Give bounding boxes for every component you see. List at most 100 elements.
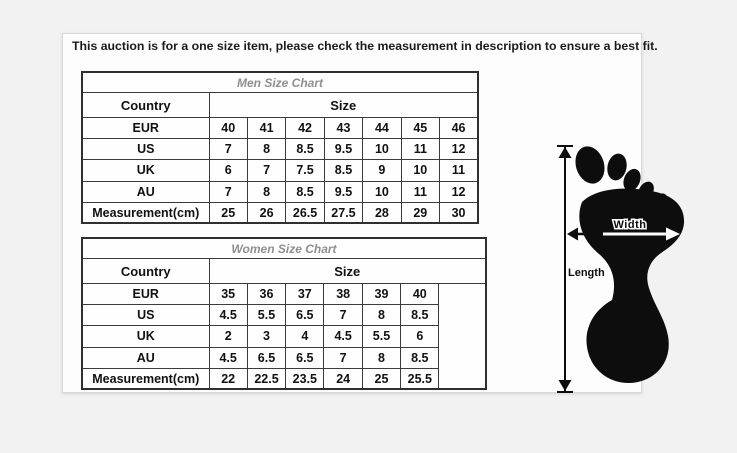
size-value-cell: 22.5 [246, 367, 287, 390]
size-value-cell: 25.5 [400, 367, 440, 390]
row-label: EUR [81, 116, 210, 140]
men-chart-title: Men Size Chart [81, 71, 479, 93]
size-value-cell: 23.5 [285, 367, 325, 390]
size-value-cell: 22 [208, 367, 248, 390]
row-label: UK [81, 159, 210, 182]
size-value-cell: 7 [208, 180, 248, 203]
size-value-cell: 35 [208, 282, 248, 306]
row-label: EUR [81, 282, 210, 306]
size-value-cell: 12 [439, 180, 479, 203]
foot-measurement-diagram: Width Length [557, 145, 685, 393]
women-chart-title: Women Size Chart [81, 237, 487, 259]
table-row: EUR 40 41 42 43 44 45 46 [81, 116, 479, 140]
length-label: Length [568, 267, 605, 279]
size-value-cell: 28 [362, 201, 402, 224]
size-value-cell: 10 [400, 159, 441, 182]
auction-notice-text: This auction is for a one size item, ple… [72, 39, 658, 53]
table-row: UK 2 3 4 4.5 5.5 6 [81, 325, 486, 348]
men-size-header: Size [208, 92, 479, 118]
size-value-cell: 8.5 [400, 304, 440, 327]
table-row: EUR 35 36 37 38 39 40 [81, 282, 487, 390]
table-row: US 7 8 8.5 9.5 10 11 12 [81, 138, 479, 161]
size-value-cell: 5.5 [246, 304, 287, 327]
row-label: US [81, 138, 210, 161]
size-value-cell: 8.5 [285, 138, 325, 161]
size-value-cell: 4.5 [208, 304, 248, 327]
size-value-cell: 11 [439, 159, 479, 182]
men-chart-header-row: Country Size [81, 92, 479, 118]
women-country-header: Country [81, 258, 210, 284]
size-value-cell: 8 [361, 346, 402, 369]
size-value-cell: 4.5 [208, 346, 248, 369]
size-value-cell: 7 [323, 346, 363, 369]
size-value-cell: 6.5 [285, 346, 325, 369]
width-arrow [567, 227, 680, 241]
row-label: AU [81, 346, 210, 369]
size-value-cell: 7 [323, 304, 363, 327]
size-value-cell: 40 [400, 282, 440, 306]
size-value-cell: 11 [400, 138, 441, 161]
size-value-cell: 26 [246, 201, 287, 224]
size-value-cell: 7 [208, 138, 248, 161]
size-value-cell: 6.5 [285, 304, 325, 327]
size-value-cell: 41 [246, 116, 287, 140]
size-value-cell: 9.5 [323, 138, 364, 161]
table-row: Measurement(cm) 25 26 26.5 27.5 28 29 30 [81, 201, 479, 224]
size-value-cell: 8.5 [285, 180, 325, 203]
row-label: US [81, 304, 210, 327]
width-label: Width [614, 219, 647, 231]
size-value-cell: 11 [400, 180, 441, 203]
women-size-chart-table: Women Size Chart Country Size EUR 35 36 37 3… [81, 237, 487, 391]
size-value-cell: 9 [362, 159, 402, 182]
size-value-cell: 8.5 [400, 346, 440, 369]
size-value-cell: 7.5 [285, 159, 325, 182]
size-value-cell: 8 [246, 138, 287, 161]
size-value-cell: 12 [439, 138, 479, 161]
size-value-cell: 6.5 [246, 346, 287, 369]
women-chart-header-row: Country Size [81, 258, 487, 284]
row-label: AU [81, 180, 210, 203]
size-value-cell: 40 [208, 116, 248, 140]
table-row: AU 7 8 8.5 9.5 10 11 12 [81, 180, 479, 203]
women-chart-title-row: Women Size Chart [81, 237, 487, 259]
size-value-cell: 2 [208, 325, 248, 348]
size-value-cell: 6 [400, 325, 440, 348]
row-label: Measurement(cm) [81, 201, 210, 224]
size-value-cell: 36 [246, 282, 287, 306]
size-value-cell: 46 [439, 116, 479, 140]
women-size-header: Size [208, 258, 487, 284]
size-value-cell: 30 [439, 201, 479, 224]
empty-trailing-cell [438, 283, 487, 390]
table-row: US 4.5 5.5 6.5 7 8 8.5 [81, 304, 486, 327]
size-value-cell: 8 [246, 180, 287, 203]
men-size-chart-table: Men Size Chart Country Size EUR 40 41 42 43 4… [81, 71, 479, 225]
size-value-cell: 27.5 [323, 201, 364, 224]
size-value-cell: 4 [285, 325, 325, 348]
size-value-cell: 29 [400, 201, 441, 224]
size-value-cell: 25 [361, 367, 402, 390]
row-label: UK [81, 325, 210, 348]
size-value-cell: 39 [361, 282, 402, 306]
size-value-cell: 5.5 [361, 325, 402, 348]
size-value-cell: 7 [246, 159, 287, 182]
size-value-cell: 25 [208, 201, 248, 224]
row-label: Measurement(cm) [81, 367, 210, 390]
size-value-cell: 3 [246, 325, 287, 348]
size-value-cell: 10 [362, 180, 402, 203]
size-value-cell: 4.5 [323, 325, 363, 348]
men-country-header: Country [81, 92, 210, 118]
size-chart-card: This auction is for a one size item, ple… [62, 33, 685, 393]
footprint-icon [575, 146, 685, 384]
size-value-cell: 38 [323, 282, 363, 306]
size-value-cell: 37 [285, 282, 325, 306]
table-row: AU 4.5 6.5 6.5 7 8 8.5 [81, 346, 486, 369]
size-value-cell: 24 [323, 367, 363, 390]
size-value-cell: 43 [323, 116, 364, 140]
men-chart-title-row: Men Size Chart [81, 71, 479, 93]
size-value-cell: 45 [400, 116, 441, 140]
size-value-cell: 9.5 [323, 180, 364, 203]
size-value-cell: 8.5 [323, 159, 364, 182]
table-row: UK 6 7 7.5 8.5 9 10 11 [81, 159, 479, 182]
length-arrow [557, 145, 573, 393]
